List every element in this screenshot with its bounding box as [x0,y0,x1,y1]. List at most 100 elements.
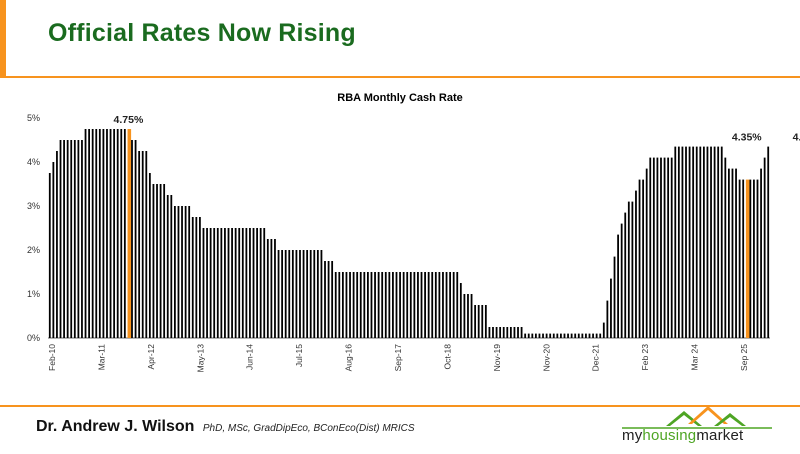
bar [227,228,230,338]
bar [241,228,244,338]
bar [738,179,741,338]
x-tick-label: May-13 [195,344,205,373]
chart-area [0,80,800,400]
bar [417,272,419,338]
bar [538,333,541,338]
x-tick-label: Jul-15 [294,344,304,367]
bar [173,206,176,338]
bar [313,250,316,338]
bar [617,234,619,338]
bar [534,333,537,338]
bar [706,146,709,338]
author-credentials: PhD, MSc, GradDipEco, BConEco(Dist) MRIC… [202,423,415,434]
bar [220,228,223,338]
bar [166,195,169,338]
bar [206,228,208,338]
bar [316,250,319,338]
bar [627,201,630,338]
bar [102,129,105,338]
x-tick-label: Nov-19 [492,344,502,372]
bar [409,272,412,338]
bar [652,157,655,338]
bar [388,272,391,338]
y-tick-label: 3% [27,201,40,211]
bar [506,327,509,338]
bar [306,250,309,338]
bar [495,327,498,338]
bar [585,333,587,338]
bar [320,250,323,338]
bar [438,272,441,338]
bar [699,146,702,338]
bar [141,151,144,338]
bar [106,129,108,338]
bar [470,294,473,338]
bar [73,140,76,338]
bar [309,250,312,338]
bar [231,228,233,338]
bar [638,179,641,338]
bar [402,272,405,338]
bar [395,272,398,338]
bar [467,294,469,338]
bar [688,146,691,338]
bar [728,168,730,338]
x-tick-label: Jun-14 [245,344,255,370]
bar [760,168,762,338]
highlight-bar [127,129,132,338]
header-bar [0,0,800,78]
logo-wordmark: myhousingmarket [622,427,743,444]
bar [252,228,255,338]
bar [692,146,695,338]
bar [674,146,677,338]
y-tick-label: 1% [27,289,40,299]
bar [59,140,62,338]
bar [642,179,645,338]
bar [481,305,484,338]
bar [695,146,698,338]
x-tick-label: Feb 23 [640,344,650,371]
highlight-label: 4.35% [793,132,800,144]
bar [70,140,73,338]
bar [542,333,544,338]
bar [302,250,305,338]
bar [474,305,477,338]
bar [563,333,566,338]
bar [502,327,505,338]
bar [259,228,262,338]
x-tick-label: Sep 25 [739,344,749,371]
bar [763,157,766,338]
bar [356,272,359,338]
bar [445,272,448,338]
x-tick-label: Apr-12 [146,344,156,370]
bar [713,146,716,338]
bar [635,190,637,338]
bar [288,250,291,338]
bar [331,261,334,338]
bar [295,250,298,338]
bar [484,305,487,338]
bar [731,168,734,338]
bar [338,272,341,338]
bar [277,250,280,338]
bar [113,129,116,338]
bar [667,157,670,338]
bar [152,184,155,338]
bar [191,217,194,338]
bar [131,140,133,338]
bar [181,206,183,338]
x-tick-label: Mar 24 [690,344,700,371]
bar [148,173,151,338]
bar [599,333,602,338]
bar [91,129,94,338]
bar [588,333,591,338]
bar [685,146,687,338]
footer-divider [0,405,800,407]
bar [517,327,519,338]
bar [188,206,191,338]
bar [98,129,101,338]
highlight-label: 4.35% [732,132,762,144]
bar [520,327,523,338]
x-tick-label: Aug-16 [344,344,354,372]
